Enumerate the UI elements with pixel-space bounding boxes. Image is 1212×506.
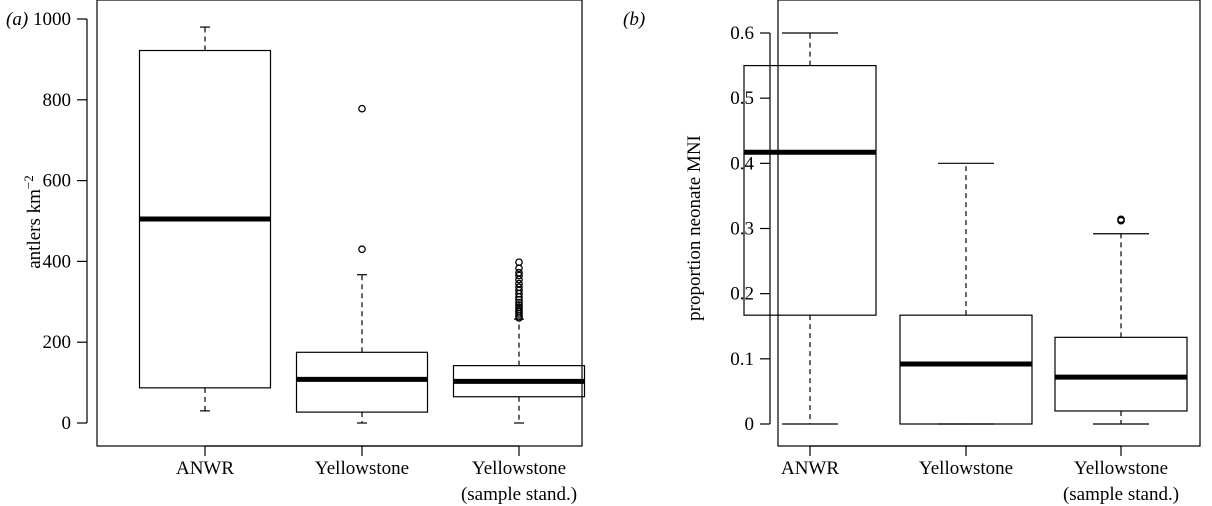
x-category-sublabel: (sample stand.) [1063,484,1179,505]
outlier-point [359,246,365,252]
y-tick-label: 600 [43,171,72,192]
x-category-label: ANWR [781,458,839,479]
panel-a: (a) 0 200 400 600 800 1000 antlers km−2 ANWR Yell… [6,0,585,505]
box-iqr [744,66,876,316]
x-category-label: Yellowstone [315,458,409,479]
y-tick-label: 0 [745,414,755,435]
y-tick-label: 0 [62,413,72,434]
y-axis-title-text: proportion neonate MNI [684,135,705,321]
y-tick-label: 0.5 [730,88,754,109]
y-axis-title: antlers km−2 [21,175,45,269]
y-tick-label: 800 [43,90,72,111]
y-tick-label: 200 [43,332,72,353]
panel-letter: (b) [623,9,645,30]
box-iqr [297,352,428,412]
y-axis-title-text: antlers km [24,189,45,269]
panel-b: (b) 0 0.1 0.2 0.3 0.4 0.5 0.6 proportion neonate… [623,0,1200,505]
y-tick-label: 0.3 [730,219,754,240]
y-tick-label: 0.2 [730,284,754,305]
y-tick-label: 400 [43,251,72,272]
x-category-label: Yellowstone [472,458,566,479]
y-tick-label: 0.1 [730,349,754,370]
y-axis-title-superscript: −2 [21,175,36,189]
y-tick-label: 1000 [33,9,71,30]
outlier-point [359,105,365,111]
box-iqr [900,315,1032,424]
x-category-sublabel: (sample stand.) [461,484,577,505]
y-tick-label: 0.6 [730,23,754,44]
y-tick-label: 0.4 [730,153,754,174]
x-category-label: Yellowstone [919,458,1013,479]
box-iqr [1055,337,1187,411]
x-category-label: ANWR [176,458,234,479]
y-axis-title: proportion neonate MNI [684,135,705,321]
x-category-label: Yellowstone [1074,458,1168,479]
panel-letter: (a) [6,9,28,30]
